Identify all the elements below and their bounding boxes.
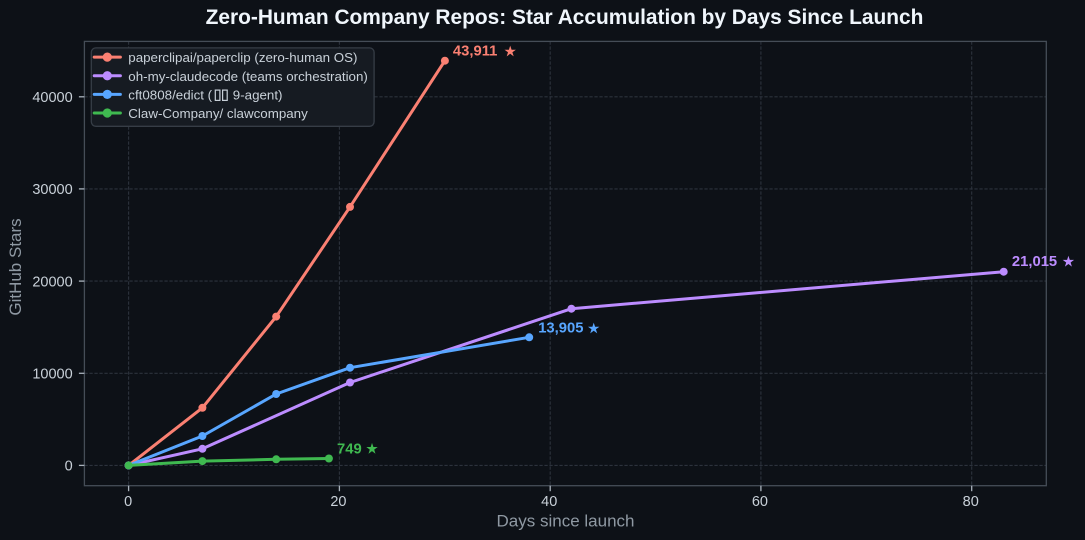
svg-text:Days since launch: Days since launch — [497, 512, 635, 531]
svg-text:30000: 30000 — [32, 182, 72, 198]
svg-text:cft0808/edict (: cft0808/edict ( — [128, 87, 212, 102]
svg-text:13,905: 13,905 — [538, 321, 583, 337]
svg-text:43,911: 43,911 — [453, 44, 497, 60]
svg-text:749: 749 — [337, 441, 362, 457]
svg-text:paperclipai/paperclip (zero-hu: paperclipai/paperclip (zero-human OS) — [128, 50, 357, 65]
svg-text:0: 0 — [124, 494, 132, 510]
svg-text:80: 80 — [963, 494, 979, 510]
svg-text:GitHub Stars: GitHub Stars — [6, 218, 25, 315]
svg-text:21,015: 21,015 — [1012, 254, 1057, 270]
svg-text:40: 40 — [541, 494, 557, 510]
svg-text:9-agent): 9-agent) — [233, 87, 283, 102]
svg-text:40000: 40000 — [32, 90, 72, 106]
svg-text:oh-my-claudecode (teams orches: oh-my-claudecode (teams orchestration) — [128, 69, 368, 84]
svg-text:20: 20 — [330, 494, 346, 510]
svg-text:10000: 10000 — [32, 367, 72, 383]
svg-text:60: 60 — [752, 494, 768, 510]
svg-text:20000: 20000 — [32, 274, 72, 290]
svg-text:Zero-Human Company Repos: Star: Zero-Human Company Repos: Star Accumulat… — [206, 6, 924, 29]
svg-text:0: 0 — [65, 459, 73, 475]
svg-text:Claw-Company/ clawcompany: Claw-Company/ clawcompany — [128, 106, 308, 121]
